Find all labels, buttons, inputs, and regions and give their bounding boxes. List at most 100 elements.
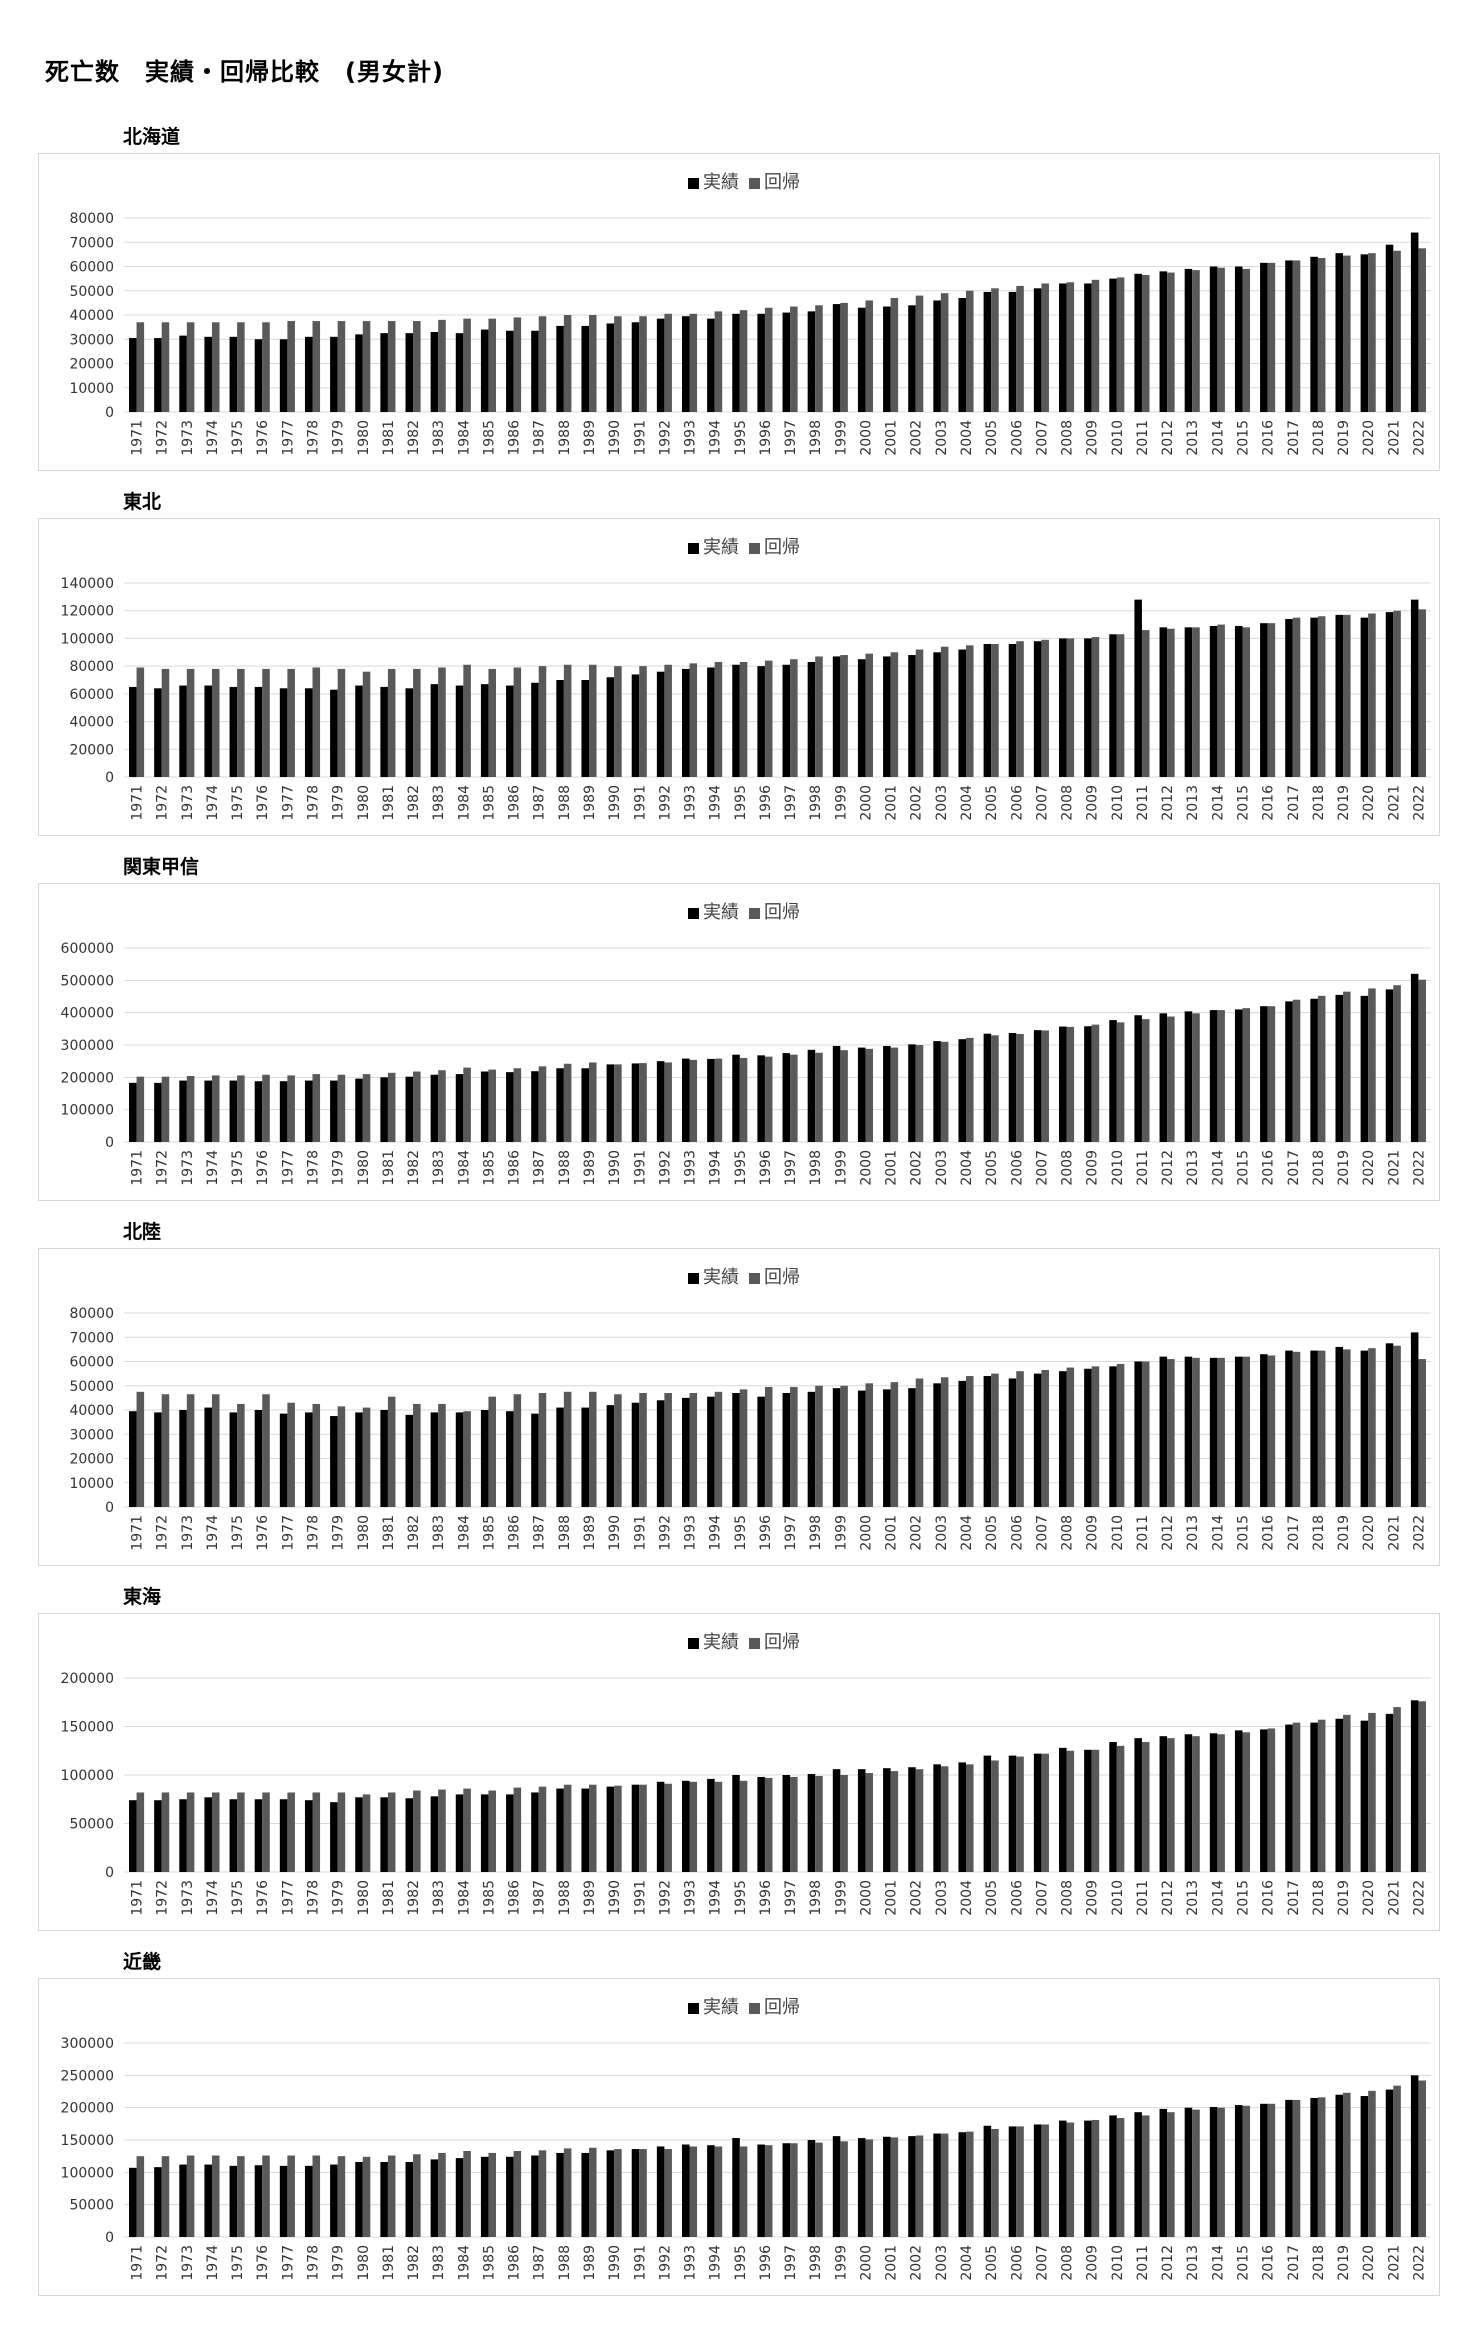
bar-actual [631,322,640,412]
x-tick-label: 1976 [255,1150,271,1186]
bar-actual [1159,1013,1168,1142]
y-tick-label: 50000 [69,1379,114,1395]
x-tick-label: 1985 [481,2245,497,2281]
bar-regression [312,1403,321,1507]
legend-item: 回帰 [739,1628,800,1654]
bar-actual [908,1044,916,1142]
x-tick-label: 2014 [1210,1515,1226,1551]
bar-actual [430,1412,439,1507]
bar-regression [1016,2126,1024,2237]
bar-regression [1393,1707,1401,1872]
legend-swatch [749,2003,760,2014]
bar-regression [563,1784,572,1872]
x-tick-label: 2010 [1110,2245,1126,2281]
x-tick-label: 1992 [657,785,673,821]
bar-actual [581,680,589,777]
x-tick-label: 1986 [507,1515,523,1551]
bar-actual [229,1412,238,1507]
y-tick-label: 20000 [69,742,114,758]
bar-actual [204,685,212,777]
bar-actual [707,2145,715,2237]
bar-actual [380,1077,388,1142]
bar-regression [815,2142,823,2237]
bar-regression [915,1378,924,1507]
x-tick-label: 1997 [783,1880,799,1916]
bar-actual [857,1390,866,1507]
x-tick-label: 2013 [1185,1515,1201,1551]
x-tick-label: 1999 [833,1880,849,1916]
x-tick-label: 1987 [532,1150,548,1186]
bar-regression [1267,623,1276,777]
bar-actual [229,1080,238,1142]
bar-regression [1217,267,1225,412]
legend-swatch [749,1273,760,1284]
y-tick-label: 100000 [61,1768,114,1784]
bar-regression [337,1792,346,1872]
bar-actual [480,1410,489,1507]
bar-actual [1385,989,1394,1142]
bar-actual [933,300,941,412]
x-tick-label: 1979 [331,2245,347,2281]
bar-regression [438,1403,446,1507]
chart-legend: 実績 回帰 [39,1263,1439,1289]
y-tick-label: 150000 [61,2133,114,2149]
x-tick-label: 2003 [934,785,950,821]
x-tick-label: 1990 [607,2245,623,2281]
x-tick-label: 2012 [1160,785,1176,821]
bar-actual [556,325,564,412]
y-tick-label: 0 [105,1500,114,1516]
bar-actual [380,1410,388,1507]
bar-actual [757,313,765,412]
chart-legend: 実績 回帰 [39,533,1439,559]
bar-actual [330,689,338,777]
x-tick-label: 1999 [833,1150,849,1186]
bar-regression [588,1391,597,1507]
x-tick-label: 2019 [1336,1880,1352,1916]
x-tick-label: 2020 [1361,1880,1377,1916]
bar-regression [262,1792,270,1872]
bar-actual [1084,638,1092,777]
bar-actual [1209,1357,1218,1507]
bar-regression [1418,1701,1426,1872]
legend-label: 回帰 [764,1997,800,2018]
bar-regression [1167,1016,1175,1142]
x-tick-label: 1988 [557,2245,573,2281]
bar-actual [455,1412,464,1507]
bar-actual [1008,1033,1017,1142]
bar-actual [1209,1733,1218,1872]
bar-regression [840,302,848,412]
bar-regression [1418,248,1426,412]
bar-regression [237,1075,245,1142]
x-tick-label: 1985 [481,1150,497,1186]
x-tick-label: 1971 [130,1880,146,1916]
x-tick-label: 1990 [607,1150,623,1186]
bar-regression [739,1389,748,1507]
bar-actual [179,335,187,412]
bar-regression [639,1063,647,1142]
legend-item: 実績 [678,1263,739,1289]
bar-actual [1260,1354,1268,1507]
bar-regression [1192,2109,1200,2237]
bar-regression [1292,2099,1301,2237]
bar-regression [262,2155,270,2237]
x-tick-label: 1998 [808,1150,824,1186]
x-tick-label: 2003 [934,1150,950,1186]
x-tick-label: 1999 [833,785,849,821]
x-tick-label: 1979 [331,1515,347,1551]
x-tick-label: 2004 [959,2245,975,2281]
bar-regression [1242,1356,1251,1507]
bar-actual [154,1800,162,1872]
x-tick-label: 2002 [909,1150,925,1186]
x-tick-label: 1996 [758,785,774,821]
bar-regression [1343,614,1351,777]
bar-actual [129,1800,137,1872]
bar-regression [940,1041,949,1142]
x-tick-label: 1995 [733,785,749,821]
legend-item: 実績 [678,168,739,194]
bar-regression [1267,2103,1276,2237]
bar-regression [161,1394,170,1507]
y-tick-label: 50000 [69,2198,114,2214]
x-tick-label: 1971 [130,785,146,821]
bar-regression [1116,634,1125,777]
bar-regression [1317,995,1326,1142]
